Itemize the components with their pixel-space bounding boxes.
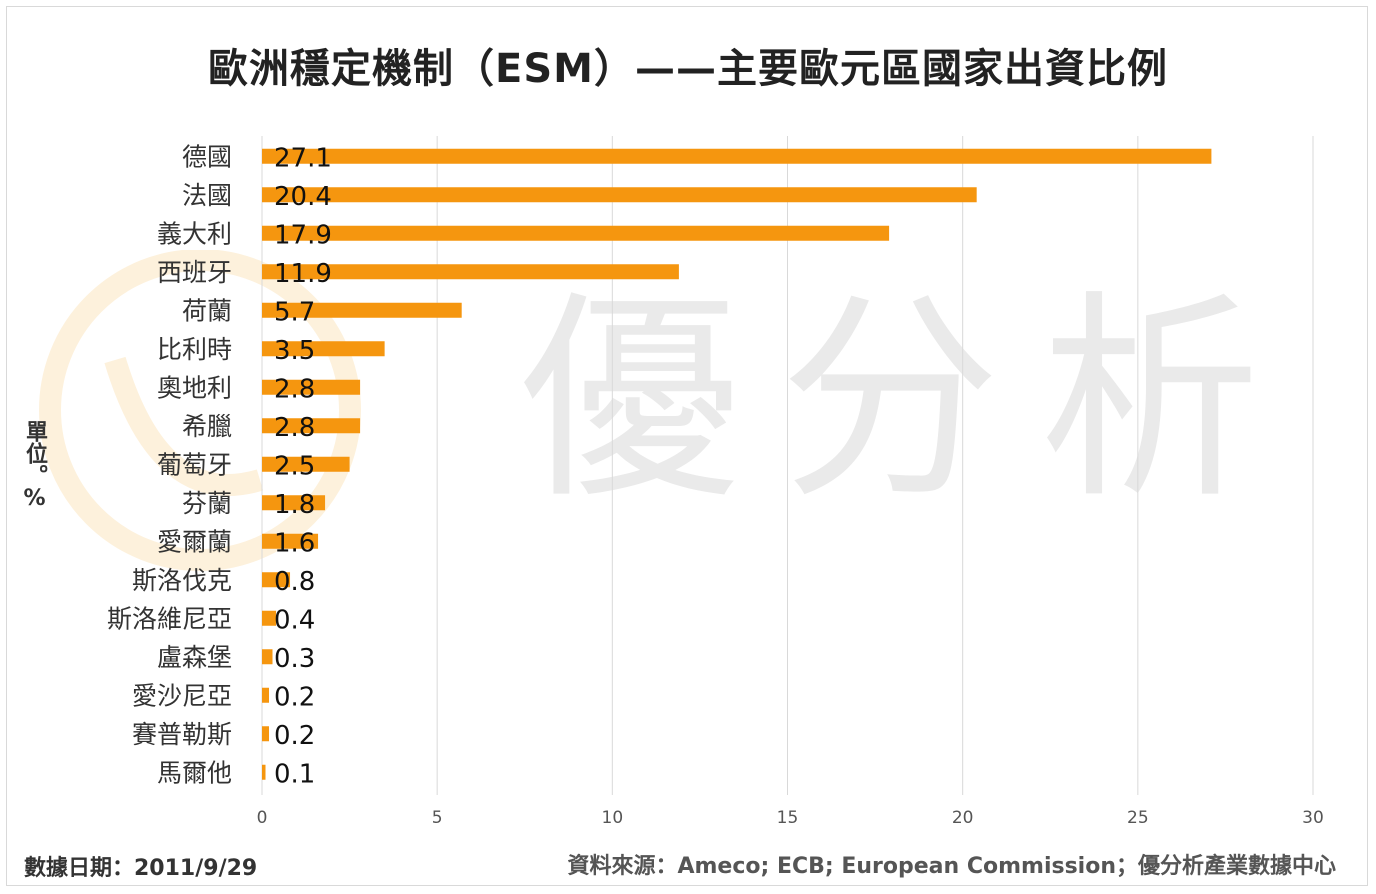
data-label: 0.3 xyxy=(274,644,315,674)
data-label: 11.9 xyxy=(274,259,332,289)
category-label: 比利時 xyxy=(157,335,232,364)
category-label: 斯洛維尼亞 xyxy=(107,604,232,633)
bar xyxy=(262,264,679,280)
category-label: 芬蘭 xyxy=(182,489,232,518)
x-tick-label: 15 xyxy=(777,808,799,828)
bar xyxy=(262,341,385,357)
y-axis-label: 單位。% xyxy=(22,420,47,511)
bar xyxy=(262,148,1212,164)
category-label: 葡萄牙 xyxy=(157,450,232,479)
category-label: 奧地利 xyxy=(157,373,232,402)
category-label: 斯洛伐克 xyxy=(132,566,232,595)
data-label: 0.2 xyxy=(274,682,315,712)
data-label: 20.4 xyxy=(274,182,332,212)
data-label: 1.6 xyxy=(274,528,315,558)
bar xyxy=(262,687,270,703)
bar xyxy=(262,225,890,241)
data-label: 0.1 xyxy=(274,759,315,789)
bar xyxy=(262,456,350,472)
x-tick-label: 25 xyxy=(1127,808,1149,828)
category-label: 法國 xyxy=(182,181,232,210)
data-label: 2.8 xyxy=(274,374,315,404)
category-label: 馬爾他 xyxy=(157,758,232,787)
bar xyxy=(262,572,291,588)
bar xyxy=(262,726,270,742)
data-label: 0.4 xyxy=(274,605,315,635)
bar xyxy=(262,649,273,665)
bar xyxy=(262,187,977,203)
category-label: 希臘 xyxy=(182,412,232,441)
category-label: 德國 xyxy=(182,142,232,171)
category-label: 盧森堡 xyxy=(157,643,232,672)
x-tick-label: 20 xyxy=(952,808,974,828)
data-label: 17.9 xyxy=(274,220,332,250)
category-label: 義大利 xyxy=(157,219,232,248)
x-tick-label: 0 xyxy=(257,808,268,828)
category-label: 愛沙尼亞 xyxy=(132,681,232,710)
data-label: 2.8 xyxy=(274,413,315,443)
data-label: 1.8 xyxy=(274,490,315,520)
x-tick-label: 30 xyxy=(1302,808,1324,828)
bar xyxy=(262,495,326,511)
x-tick-label: 5 xyxy=(432,808,443,828)
data-label: 3.5 xyxy=(274,336,315,366)
bar xyxy=(262,610,277,626)
data-source: 資料來源：Ameco; ECB; European Commission；優分析… xyxy=(567,854,1336,879)
data-label: 0.2 xyxy=(274,721,315,751)
chart-title: 歐洲穩定機制（ESM）——主要歐元區國家出資比例 xyxy=(208,46,1168,92)
x-tick-label: 10 xyxy=(602,808,624,828)
watermark-logo-icon xyxy=(39,250,361,571)
data-label: 0.8 xyxy=(274,567,315,597)
bar xyxy=(262,764,266,780)
data-date: 數據日期：2011/9/29 xyxy=(24,856,258,881)
category-label: 西班牙 xyxy=(157,258,232,287)
category-label: 愛爾蘭 xyxy=(157,527,232,556)
watermark-text: 優分析 xyxy=(520,272,1301,528)
bar xyxy=(262,379,361,395)
data-label: 2.5 xyxy=(274,451,315,481)
data-label: 27.1 xyxy=(274,143,332,173)
bar xyxy=(262,533,319,549)
category-label: 賽普勒斯 xyxy=(132,720,232,749)
bar xyxy=(262,302,462,318)
category-label: 荷蘭 xyxy=(182,296,232,325)
data-label: 5.7 xyxy=(274,297,315,327)
bar xyxy=(262,418,361,434)
